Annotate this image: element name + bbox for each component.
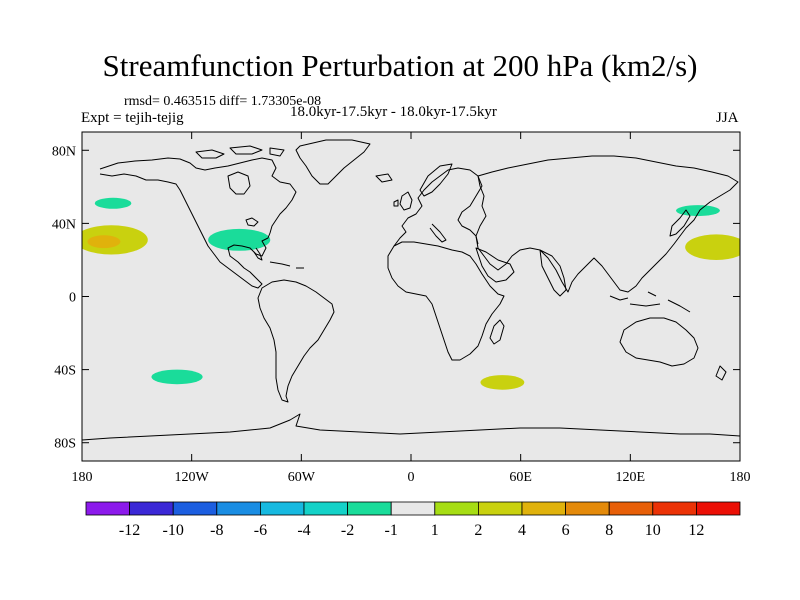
coast-africa	[387, 241, 505, 361]
colorbar-swatch	[347, 501, 392, 516]
colorbar-swatch	[565, 501, 610, 516]
colorbar-label: 6	[562, 522, 570, 539]
coastlines	[82, 139, 740, 441]
coast-india	[539, 249, 567, 297]
lat-tick-label: 80N	[52, 144, 76, 159]
coast-europe	[393, 167, 483, 247]
coast-scandinavia	[419, 163, 453, 197]
coast-antarctica	[82, 413, 740, 441]
colorbar-label: -4	[297, 522, 310, 539]
colorbar-label: -8	[210, 522, 223, 539]
colorbar-label: -6	[254, 522, 267, 539]
coast-asia	[475, 155, 739, 293]
coast-arctic-islands	[195, 145, 285, 159]
colorbar-swatch	[259, 501, 305, 516]
coast-hudson-bay	[227, 171, 251, 195]
anomaly-south-pacific-negative	[151, 369, 203, 385]
colorbar-label: 4	[518, 522, 526, 539]
colorbar-label: 10	[645, 522, 661, 539]
map-background	[82, 132, 740, 461]
coast-se-asia-islands	[609, 291, 691, 313]
colorbar-label: -1	[385, 522, 398, 539]
colorbar-swatch	[216, 501, 261, 516]
colorbar-label: -12	[119, 522, 140, 539]
stats-line: rmsd= 0.463515 diff= 1.73305e-08	[124, 94, 322, 109]
colorbar-swatch	[477, 501, 523, 516]
longitude-axis: 180 120W 60W 0 60E 120E 180	[72, 132, 751, 485]
lat-tick-label: 40N	[52, 217, 76, 232]
coast-great-lakes	[245, 217, 259, 227]
experiment-line: Expt = tejih-tejig	[81, 110, 184, 126]
coast-north-america	[99, 157, 297, 289]
colorbar-swatch	[390, 501, 436, 516]
season-label: JJA	[716, 110, 739, 126]
latitude-axis: 80N 40N 0 40S 80S	[52, 144, 740, 452]
anomaly-japan-negative	[676, 205, 720, 217]
colorbar-swatch	[85, 501, 130, 516]
lat-tick-label: 80S	[54, 437, 76, 452]
colorbar-swatch	[303, 501, 348, 516]
period-line: 18.0kyr-17.5kyr - 18.0kyr-17.5kyr	[290, 104, 497, 120]
anomaly-northeast-pacific-positive-inner	[87, 235, 121, 249]
anomaly-patches	[82, 197, 740, 390]
coast-greenland	[295, 139, 371, 185]
coast-south-america	[257, 279, 335, 403]
anomaly-south-indian-positive	[480, 375, 525, 390]
colorbar-label: 12	[688, 522, 704, 539]
colorbar-label: 2	[474, 522, 482, 539]
colorbar-label: -10	[163, 522, 184, 539]
coast-japan	[669, 209, 691, 237]
lon-tick-label: 60E	[509, 470, 532, 485]
anomaly-north-pacific-west-coast-negative	[94, 197, 132, 209]
coast-florida	[253, 247, 263, 261]
lon-tick-label: 60W	[288, 470, 316, 485]
colorbar-label: -2	[341, 522, 354, 539]
lon-tick-label: 180	[72, 470, 93, 485]
coast-madagascar	[489, 319, 505, 345]
coast-australia	[619, 317, 699, 367]
coast-italy	[429, 223, 447, 243]
coast-caribbean	[269, 261, 304, 269]
anomaly-north-america-negative	[208, 228, 271, 251]
coast-new-zealand	[715, 365, 727, 381]
lon-tick-label: 120E	[616, 470, 646, 485]
colorbar-swatch	[696, 501, 741, 516]
colorbar-swatch	[652, 501, 697, 516]
colorbar-label: 8	[605, 522, 613, 539]
colorbar-swatch	[608, 501, 654, 516]
colorbar-swatch	[521, 501, 566, 516]
colorbar-label: 1	[431, 522, 439, 539]
lon-tick-label: 120W	[175, 470, 210, 485]
lat-tick-label: 0	[69, 291, 76, 306]
lon-tick-label: 180	[730, 470, 751, 485]
colorbar-swatch	[129, 501, 174, 516]
coast-iceland	[375, 173, 393, 183]
colorbar: -12 -10 -8 -6 -4 -2 -1 1 2 4 6 8 10 12	[85, 501, 741, 539]
lon-tick-label: 0	[408, 470, 415, 485]
lat-tick-label: 40S	[54, 364, 76, 379]
plot-title: Streamfunction Perturbation at 200 hPa (…	[102, 48, 698, 83]
coast-british-isles	[393, 191, 413, 211]
colorbar-swatch	[434, 501, 479, 516]
colorbar-swatch	[172, 501, 218, 516]
coast-arabia	[475, 247, 515, 283]
anomaly-northwest-pacific-positive	[685, 234, 740, 260]
